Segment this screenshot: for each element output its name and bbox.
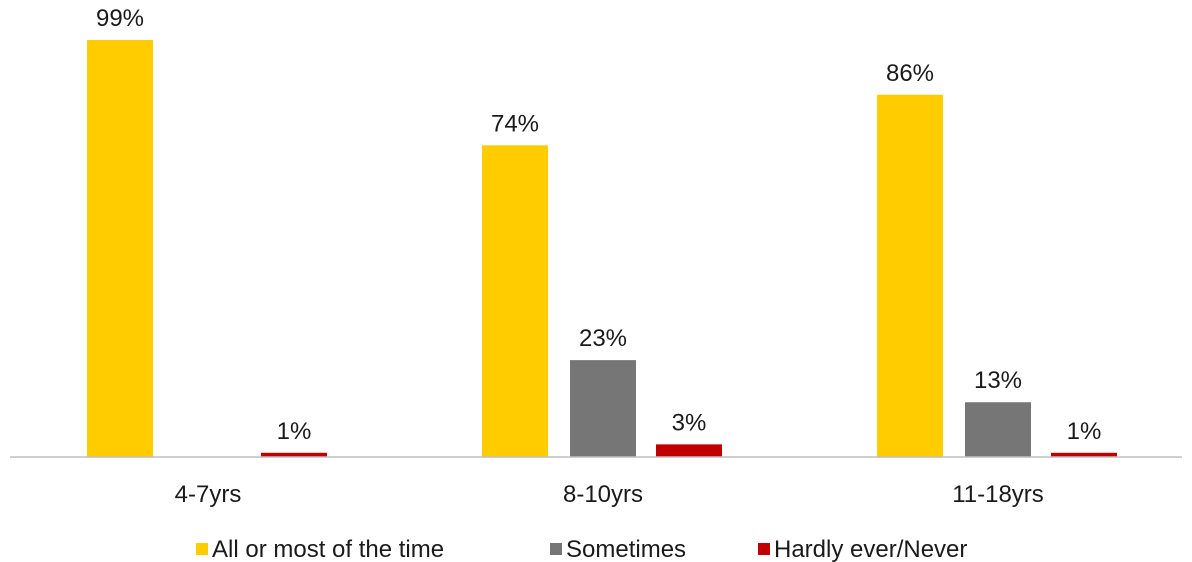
legend-swatch <box>196 543 208 555</box>
data-label: 74% <box>491 110 539 137</box>
category-labels-group: 4-7yrs 8-10yrs 11-18yrs <box>175 481 1044 508</box>
legend-swatch <box>758 543 770 555</box>
legend-label: All or most of the time <box>212 536 444 562</box>
category-label: 8-10yrs <box>563 481 643 508</box>
category-label: 11-18yrs <box>952 481 1044 508</box>
data-label: 99% <box>96 5 144 32</box>
bars-group <box>87 40 1117 458</box>
legend-swatch <box>550 543 562 555</box>
data-label: 1% <box>1067 418 1102 445</box>
bar-8-10yrs-series-2 <box>656 444 722 457</box>
data-label: 13% <box>974 367 1022 394</box>
data-label: 3% <box>672 409 707 436</box>
legend-label: Sometimes <box>566 536 686 562</box>
data-label: 1% <box>277 418 312 445</box>
legend-label: Hardly ever/Never <box>774 536 967 562</box>
data-label: 86% <box>886 60 934 87</box>
bar-11-18yrs-series-0 <box>877 94 943 458</box>
bar-4-7yrs-series-0 <box>87 40 153 457</box>
legend: All or most of the time Sometimes Hardly e… <box>196 536 967 562</box>
value-labels-group: 99% 1% 74% 23% 3% 86% 13% 1% <box>96 5 1101 445</box>
bar-11-18yrs-series-1 <box>965 402 1031 457</box>
bar-4-7yrs-series-2 <box>261 452 327 457</box>
bar-8-10yrs-series-0 <box>482 145 548 457</box>
data-label: 23% <box>579 325 627 352</box>
bar-8-10yrs-series-1 <box>570 360 636 457</box>
category-label: 4-7yrs <box>175 481 242 508</box>
bar-11-18yrs-series-2 <box>1051 452 1117 457</box>
